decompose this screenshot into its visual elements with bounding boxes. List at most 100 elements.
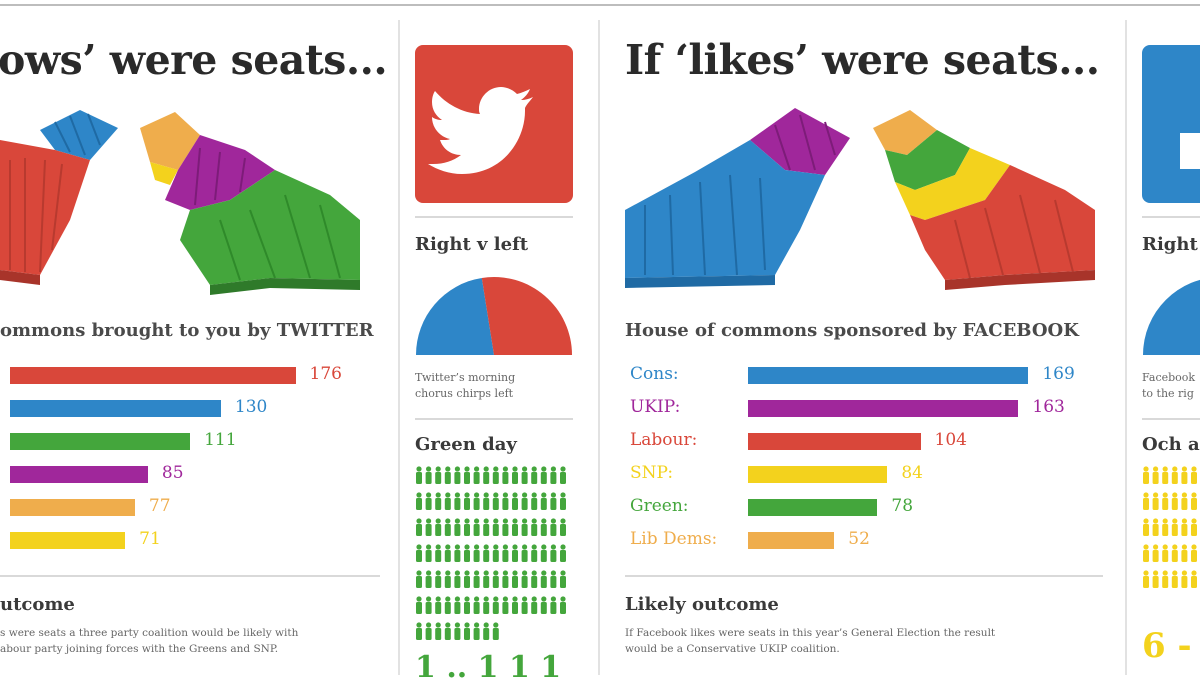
green-people-grid — [415, 466, 585, 656]
bar-label: UKIP: — [630, 397, 680, 417]
green-day-heading: Green day — [415, 434, 517, 455]
person-icon — [426, 596, 432, 614]
bar — [10, 433, 190, 450]
person-icon — [1191, 518, 1197, 536]
person-icon — [445, 466, 451, 484]
person-icon — [464, 544, 470, 562]
pie-slice-left — [482, 277, 572, 355]
bar — [748, 400, 1018, 417]
right-v-left-heading: Right v left — [415, 234, 528, 255]
facebook-side-divider-2 — [1142, 418, 1200, 420]
person-icon — [416, 596, 422, 614]
twitter-bar-chart: 176 130 111 85 77 71 — [0, 0, 398, 675]
bar-label: Lib Dems: — [630, 529, 717, 549]
person-icon — [541, 492, 547, 510]
person-icon — [464, 570, 470, 588]
person-icon — [483, 518, 489, 536]
person-icon — [531, 518, 537, 536]
facebook-icon-box — [1142, 45, 1200, 203]
person-icon — [502, 596, 508, 614]
person-icon — [435, 596, 441, 614]
person-icon — [1181, 570, 1187, 588]
bar-value: 84 — [901, 463, 923, 483]
bar — [748, 532, 834, 549]
bar-value: 111 — [204, 430, 236, 450]
twitter-icon-box — [415, 45, 573, 203]
person-icon — [426, 570, 432, 588]
person-icon — [435, 622, 441, 640]
person-icon — [512, 544, 518, 562]
facebook-right-heading: Right — [1142, 234, 1198, 255]
person-icon — [474, 596, 480, 614]
person-icon — [426, 466, 432, 484]
person-icon — [1143, 492, 1149, 510]
facebook-outcome-text-2: would be a Conservative UKIP coalition. — [625, 642, 840, 657]
person-icon — [1172, 544, 1178, 562]
twitter-outcome-heading: utcome — [0, 594, 75, 615]
bar-label: Labour: — [630, 430, 697, 450]
person-icon — [502, 492, 508, 510]
person-icon — [1162, 492, 1168, 510]
bar-label: Cons: — [630, 364, 679, 384]
person-icon — [512, 492, 518, 510]
person-icon — [550, 466, 556, 484]
person-icon — [1143, 518, 1149, 536]
person-icon — [416, 622, 422, 640]
person-icon — [502, 544, 508, 562]
person-icon — [464, 518, 470, 536]
right-v-left-pie — [414, 275, 574, 357]
person-icon — [1191, 544, 1197, 562]
person-icon — [1162, 570, 1168, 588]
person-icon — [435, 544, 441, 562]
person-icon — [1191, 492, 1197, 510]
person-icon — [483, 544, 489, 562]
person-icon — [1181, 492, 1187, 510]
facebook-side-divider-1 — [1142, 216, 1200, 218]
person-icon — [416, 518, 422, 536]
bar-label: SNP: — [630, 463, 673, 483]
bar-value: 85 — [162, 463, 184, 483]
person-icon — [483, 570, 489, 588]
person-icon — [541, 544, 547, 562]
person-icon — [426, 544, 432, 562]
person-icon — [454, 596, 460, 614]
person-icon — [502, 518, 508, 536]
person-icon — [560, 596, 566, 614]
person-icon — [1153, 544, 1159, 562]
person-icon — [483, 596, 489, 614]
twitter-side-column: Right v left Twitter’s morning chorus ch… — [400, 0, 598, 675]
twitter-outcome-text-2: abour party joining forces with the Gree… — [0, 642, 278, 657]
facebook-right-v-left-pie — [1141, 275, 1200, 357]
facebook-note-2: to the rig — [1142, 386, 1194, 402]
twitter-panel: ows’ were seats... ommons brought to you… — [0, 0, 398, 675]
person-icon — [435, 466, 441, 484]
person-icon — [1172, 570, 1178, 588]
yellow-people-grid — [1142, 466, 1200, 616]
person-icon — [1143, 570, 1149, 588]
person-icon — [416, 570, 422, 588]
bar-value: 169 — [1042, 364, 1074, 384]
person-icon — [1181, 544, 1187, 562]
person-icon — [1143, 544, 1149, 562]
person-icon — [416, 492, 422, 510]
bar — [10, 499, 135, 516]
person-icon — [474, 544, 480, 562]
person-icon — [464, 466, 470, 484]
person-icon — [512, 570, 518, 588]
person-icon — [550, 492, 556, 510]
person-icon — [416, 466, 422, 484]
bar — [10, 367, 296, 384]
person-icon — [445, 518, 451, 536]
person-icon — [541, 466, 547, 484]
twitter-outcome-text-1: s were seats a three party coalition wou… — [0, 626, 298, 641]
bar-value: 77 — [149, 496, 171, 516]
person-icon — [483, 466, 489, 484]
person-icon — [493, 570, 499, 588]
person-icon — [493, 518, 499, 536]
person-icon — [426, 492, 432, 510]
person-icon — [474, 518, 480, 536]
bar — [748, 367, 1028, 384]
person-icon — [541, 518, 547, 536]
person-icon — [493, 466, 499, 484]
green-count: 1 .. 1 1 1 — [415, 650, 561, 685]
